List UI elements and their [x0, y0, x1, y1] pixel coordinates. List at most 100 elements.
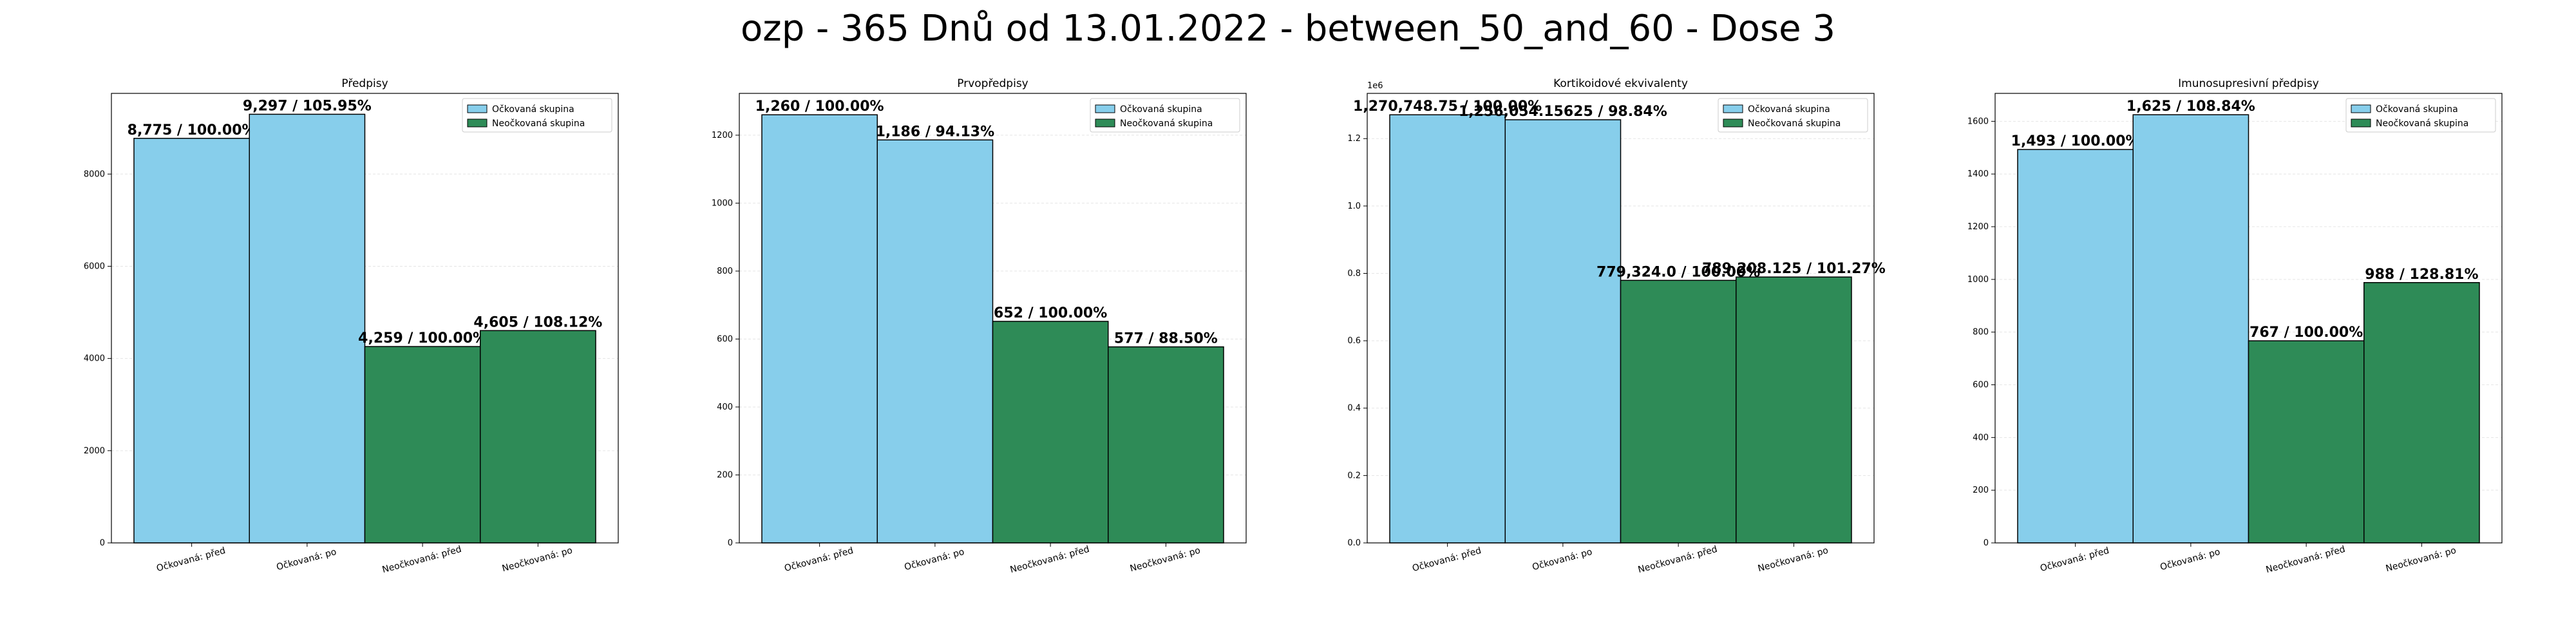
chart-title: Předpisy [341, 77, 388, 90]
x-tick-label: Očkovaná: po [2159, 547, 2221, 573]
x-tick-label: Očkovaná: před [2039, 545, 2110, 574]
y-tick-label: 0.8 [1347, 269, 1361, 278]
x-tick-label: Očkovaná: před [1411, 545, 1482, 574]
bar [480, 330, 596, 544]
bar [364, 346, 481, 544]
y-tick-label: 1000 [1967, 275, 1989, 285]
legend: Očkovaná skupina Neočkovaná skupina [1090, 98, 1240, 133]
data-label: 1,625 / 108.84% [2126, 99, 2255, 115]
legend-box [1090, 98, 1240, 133]
bar [1736, 276, 1852, 544]
legend-swatch [467, 118, 488, 128]
chart-panel-4: 0 200 400 600 800 1000 1200 1400 1600 1,493 / 100… [1967, 77, 2503, 575]
y-tick-label: 1.2 [1347, 134, 1361, 144]
data-label: 988 / 128.81% [2365, 267, 2478, 283]
x-tick-label: Neočkovaná: po [1129, 545, 1202, 574]
bar [761, 114, 878, 544]
data-label: 789,208.125 / 101.27% [1702, 261, 1886, 277]
legend: Očkovaná skupina Neočkovaná skupina [462, 98, 612, 133]
legend-swatch [1723, 118, 1743, 128]
bar [876, 139, 994, 544]
legend-label: Neočkovaná skupina [492, 118, 585, 129]
y-tick-label: 0 [728, 538, 733, 548]
legend: Očkovaná skupina Neočkovaná skupina [1718, 98, 1868, 133]
bar [2017, 149, 2134, 544]
legend-swatch [467, 104, 488, 113]
y-tick-label: 400 [717, 402, 733, 412]
x-tick-label: Očkovaná: po [903, 547, 965, 573]
y-tick-label: 1200 [1967, 222, 1989, 232]
x-tick-label: Očkovaná: před [783, 545, 855, 574]
x-tick-label: Očkovaná: před [155, 545, 227, 574]
plot-frame [1994, 93, 2503, 544]
legend: Očkovaná skupina Neočkovaná skupina [2345, 98, 2496, 133]
bar [249, 113, 366, 544]
plot-frame [1367, 93, 1875, 544]
legend-swatch [1095, 104, 1115, 113]
data-label: 779,324.0 / 100.00% [1596, 264, 1760, 280]
bar [1108, 346, 1224, 544]
x-tick-label: Neočkovaná: před [1637, 544, 1719, 575]
y-tick-label: 0 [100, 538, 105, 548]
y-tick-label: 0.2 [1347, 471, 1361, 480]
legend-swatch [1095, 118, 1115, 128]
y-offset-label: 1e6 [1367, 81, 1383, 91]
y-tick-label: 2000 [84, 446, 105, 456]
legend-box [1718, 98, 1868, 133]
bar [1389, 114, 1506, 544]
y-tick-label: 0.4 [1347, 404, 1361, 413]
legend-swatch [2351, 104, 2371, 113]
legend-label: Neočkovaná skupina [1748, 118, 1841, 129]
data-label: 767 / 100.00% [2249, 325, 2363, 341]
bar [2248, 340, 2365, 544]
legend-label: Očkovaná skupina [2376, 104, 2458, 115]
y-tick-label: 200 [1973, 486, 1989, 495]
x-tick-label: Neočkovaná: po [1757, 545, 1830, 574]
y-tick-label: 4000 [84, 354, 105, 364]
y-tick-label: 1200 [712, 131, 733, 140]
chart-panel-2: 0 200 400 600 800 1000 1200 1,260 / 100.00% Očko… [712, 77, 1247, 575]
bar [2132, 114, 2249, 544]
figure-title: ozp - 365 Dnů od 13.01.2022 - between_50… [741, 8, 1835, 50]
x-tick-label: Neočkovaná: před [2265, 544, 2347, 575]
data-label: 9,297 / 105.95% [243, 98, 372, 114]
legend-label: Očkovaná skupina [1748, 104, 1830, 115]
plot-frame [111, 93, 619, 544]
y-tick-label: 400 [1973, 433, 1989, 442]
x-tick-label: Očkovaná: po [275, 547, 337, 573]
y-tick-label: 6000 [84, 261, 105, 271]
chart-title: Prvopředpisy [957, 77, 1028, 90]
bar [992, 321, 1109, 544]
legend-label: Neočkovaná skupina [2376, 118, 2468, 129]
chart-panel-1: 0 2000 4000 6000 8000 8,775 / 100.00% Očkovaná… [84, 77, 619, 575]
bar [1620, 279, 1737, 544]
data-label: 1,260 / 100.00% [755, 99, 884, 115]
data-label: 1,270,748.75 / 100.00% [1353, 99, 1542, 115]
data-label: 1,256,054.15625 / 98.84% [1459, 104, 1667, 120]
legend-label: Očkovaná skupina [1120, 104, 1202, 115]
legend-label: Neočkovaná skupina [1120, 118, 1213, 129]
legend-swatch [2351, 118, 2371, 128]
bar [1504, 119, 1622, 544]
y-tick-label: 200 [717, 470, 733, 480]
y-tick-label: 1.0 [1347, 202, 1361, 211]
x-tick-label: Neočkovaná: po [501, 545, 574, 574]
data-label: 8,775 / 100.00% [128, 122, 256, 138]
data-label: 577 / 88.50% [1114, 331, 1218, 347]
bar [133, 138, 250, 544]
x-tick-label: Neočkovaná: před [381, 544, 463, 575]
legend-box [2345, 98, 2496, 133]
data-label: 1,186 / 94.13% [876, 124, 995, 140]
x-tick-label: Očkovaná: po [1531, 547, 1593, 573]
data-label: 4,259 / 100.00% [358, 330, 487, 346]
y-tick-label: 600 [1973, 381, 1989, 390]
bar [2363, 282, 2480, 544]
y-tick-label: 1000 [712, 198, 733, 208]
data-label: 652 / 100.00% [994, 305, 1107, 321]
chart-title: Imunosupresivní předpisy [2178, 77, 2319, 90]
y-tick-label: 0.6 [1347, 336, 1361, 346]
x-tick-label: Neočkovaná: před [1009, 544, 1091, 575]
y-tick-label: 800 [717, 267, 733, 276]
legend-swatch [1723, 104, 1743, 113]
